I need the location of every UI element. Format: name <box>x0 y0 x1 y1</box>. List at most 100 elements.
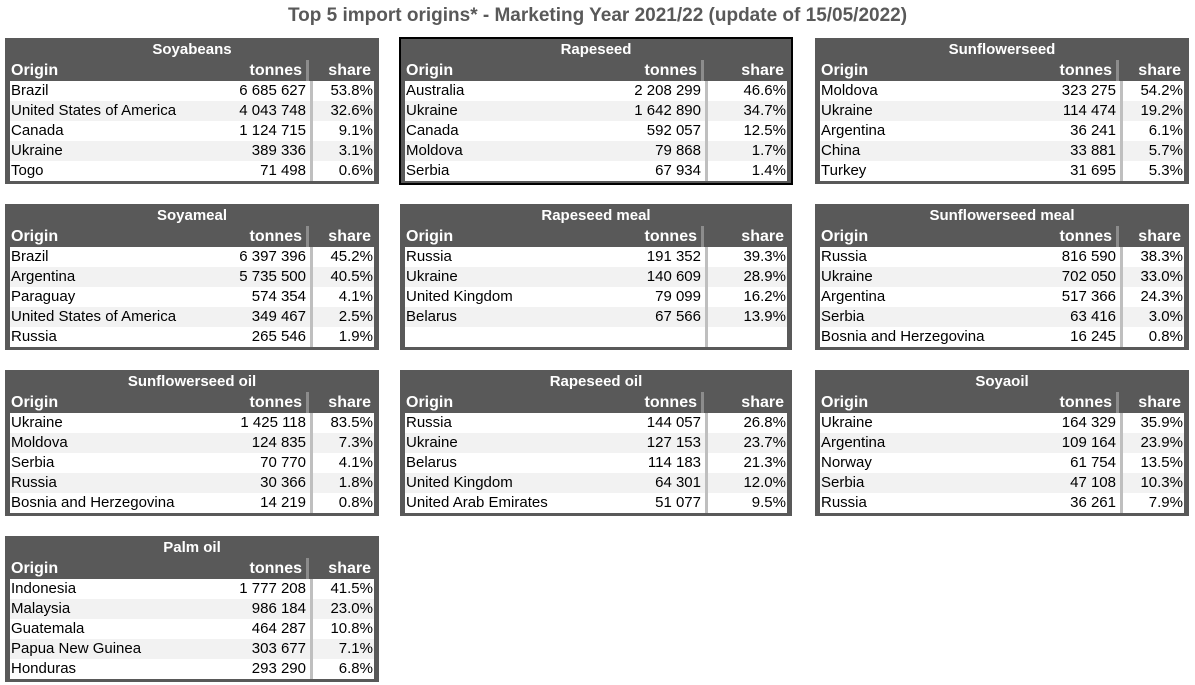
table-row[interactable]: United Kingdom 64 301 12.0% <box>405 473 787 493</box>
table-row[interactable]: Paraguay 574 354 4.1% <box>10 287 374 307</box>
table-palm-oil[interactable]: Palm oil Origin tonnes share Indonesia 1… <box>5 536 379 682</box>
table-row[interactable]: Serbia 67 934 1.4% <box>405 161 787 181</box>
origin-cell: Bosnia and Herzegovina <box>821 328 985 345</box>
table-row[interactable]: Ukraine 389 336 3.1% <box>10 141 374 161</box>
table-row[interactable]: Papua New Guinea 303 677 7.1% <box>10 639 374 659</box>
origin-cell: Russia <box>11 328 57 345</box>
header-origin: Origin <box>406 62 454 79</box>
table-row[interactable]: Russia 30 366 1.8% <box>10 473 374 493</box>
share-cell: 19.2% <box>1120 101 1184 121</box>
table-row[interactable]: Brazil 6 397 396 45.2% <box>10 247 374 267</box>
table-title: Rapeseed oil <box>549 373 643 390</box>
table-row[interactable]: United Arab Emirates 51 077 9.5% <box>405 493 787 513</box>
table-row[interactable]: United States of America 4 043 748 32.6% <box>10 101 374 121</box>
table-soyaoil[interactable]: Soyaoil Origin tonnes share Ukraine 164 … <box>815 370 1189 516</box>
origin-cell: Turkey <box>821 162 867 179</box>
table-row[interactable]: Ukraine 127 153 23.7% <box>405 433 787 453</box>
header-row: Origin tonnes share <box>820 226 1184 247</box>
share-cell: 7.3% <box>310 433 374 453</box>
table-row[interactable]: Moldova 124 835 7.3% <box>10 433 374 453</box>
share-cell: 10.3% <box>1120 473 1184 493</box>
table-rapeseed[interactable]: Rapeseed Origin tonnes share Australia 2… <box>399 37 793 185</box>
table-rapeseed-meal[interactable]: Rapeseed meal Origin tonnes share Russia… <box>400 204 792 350</box>
tonnes-cell: 64 301 <box>655 474 701 491</box>
origin-cell: Serbia <box>11 454 55 471</box>
origin-cell: Norway <box>821 454 872 471</box>
table-row[interactable]: Argentina 5 735 500 40.5% <box>10 267 374 287</box>
share-cell: 13.9% <box>705 307 787 327</box>
header-tonnes: tonnes <box>249 62 302 79</box>
table-row[interactable]: Australia 2 208 299 46.6% <box>405 81 787 101</box>
table-row[interactable] <box>405 327 787 347</box>
table-row[interactable]: Canada 1 124 715 9.1% <box>10 121 374 141</box>
header-row: Origin tonnes share <box>820 392 1184 413</box>
origin-cell: Moldova <box>11 434 68 451</box>
table-row[interactable]: Bosnia and Herzegovina 16 245 0.8% <box>820 327 1184 347</box>
origin-cell: United Kingdom <box>406 474 513 491</box>
table-row[interactable]: Norway 61 754 13.5% <box>820 453 1184 473</box>
table-row[interactable]: Russia 36 261 7.9% <box>820 493 1184 513</box>
table-row[interactable]: Argentina 36 241 6.1% <box>820 121 1184 141</box>
origin-cell: Argentina <box>821 122 886 139</box>
table-row[interactable]: Ukraine 164 329 35.9% <box>820 413 1184 433</box>
table-row[interactable]: United States of America 349 467 2.5% <box>10 307 374 327</box>
table-row[interactable]: Indonesia 1 777 208 41.5% <box>10 579 374 599</box>
origin-cell: Ukraine <box>11 414 63 431</box>
table-row[interactable]: Russia 144 057 26.8% <box>405 413 787 433</box>
table-soyameal[interactable]: Soyameal Origin tonnes share Brazil 6 39… <box>5 204 379 350</box>
share-cell: 45.2% <box>310 247 374 267</box>
tonnes-cell: 986 184 <box>251 600 306 617</box>
origin-cell: Serbia <box>821 308 865 325</box>
table-row[interactable]: Argentina 517 366 24.3% <box>820 287 1184 307</box>
tonnes-cell: 144 057 <box>646 414 701 431</box>
share-cell: 16.2% <box>705 287 787 307</box>
share-cell: 2.5% <box>310 307 374 327</box>
table-row[interactable]: Serbia 70 770 4.1% <box>10 453 374 473</box>
table-row[interactable]: Malaysia 986 184 23.0% <box>10 599 374 619</box>
table-row[interactable]: Ukraine 114 474 19.2% <box>820 101 1184 121</box>
table-row[interactable]: Russia 816 590 38.3% <box>820 247 1184 267</box>
table-row[interactable]: Ukraine 1 642 890 34.7% <box>405 101 787 121</box>
table-row[interactable]: Belarus 67 566 13.9% <box>405 307 787 327</box>
share-cell: 83.5% <box>310 413 374 433</box>
table-row[interactable]: Moldova 323 275 54.2% <box>820 81 1184 101</box>
origin-cell: Russia <box>406 414 452 431</box>
table-row[interactable]: Brazil 6 685 627 53.8% <box>10 81 374 101</box>
table-row[interactable]: United Kingdom 79 099 16.2% <box>405 287 787 307</box>
tonnes-cell: 1 124 715 <box>239 122 306 139</box>
table-row[interactable]: Moldova 79 868 1.7% <box>405 141 787 161</box>
table-row[interactable]: Russia 265 546 1.9% <box>10 327 374 347</box>
table-row[interactable]: Russia 191 352 39.3% <box>405 247 787 267</box>
table-soyabeans[interactable]: Soyabeans Origin tonnes share Brazil 6 6… <box>5 38 379 184</box>
table-row[interactable]: Serbia 63 416 3.0% <box>820 307 1184 327</box>
origin-cell: Ukraine <box>821 102 873 119</box>
share-cell: 46.6% <box>705 81 787 101</box>
table-row[interactable]: Bosnia and Herzegovina 14 219 0.8% <box>10 493 374 513</box>
table-row[interactable]: Argentina 109 164 23.9% <box>820 433 1184 453</box>
header-origin: Origin <box>821 394 869 411</box>
table-row[interactable]: Ukraine 1 425 118 83.5% <box>10 413 374 433</box>
table-sunflowerseed[interactable]: Sunflowerseed Origin tonnes share Moldov… <box>815 38 1189 184</box>
origin-cell: Honduras <box>11 660 77 677</box>
header-tonnes: tonnes <box>249 228 302 245</box>
origin-cell: Belarus <box>406 454 457 471</box>
table-row[interactable]: Honduras 293 290 6.8% <box>10 659 374 679</box>
table-row[interactable]: Guatemala 464 287 10.8% <box>10 619 374 639</box>
origin-cell: United States of America <box>11 102 177 119</box>
header-tonnes: tonnes <box>1059 228 1112 245</box>
table-row[interactable]: Canada 592 057 12.5% <box>405 121 787 141</box>
table-rapeseed-oil[interactable]: Rapeseed oil Origin tonnes share Russia … <box>400 370 792 516</box>
table-sunflowerseed-oil[interactable]: Sunflowerseed oil Origin tonnes share Uk… <box>5 370 379 516</box>
origin-cell: Ukraine <box>821 268 873 285</box>
table-row[interactable]: China 33 881 5.7% <box>820 141 1184 161</box>
table-row[interactable]: Ukraine 140 609 28.9% <box>405 267 787 287</box>
table-row[interactable]: Ukraine 702 050 33.0% <box>820 267 1184 287</box>
share-cell: 5.3% <box>1120 161 1184 181</box>
header-row: Origin tonnes share <box>10 392 374 413</box>
table-sunflowerseed-meal[interactable]: Sunflowerseed meal Origin tonnes share R… <box>815 204 1189 350</box>
table-row[interactable]: Serbia 47 108 10.3% <box>820 473 1184 493</box>
table-row[interactable]: Turkey 31 695 5.3% <box>820 161 1184 181</box>
table-row[interactable]: Togo 71 498 0.6% <box>10 161 374 181</box>
table-row[interactable]: Belarus 114 183 21.3% <box>405 453 787 473</box>
origin-cell <box>405 327 601 347</box>
